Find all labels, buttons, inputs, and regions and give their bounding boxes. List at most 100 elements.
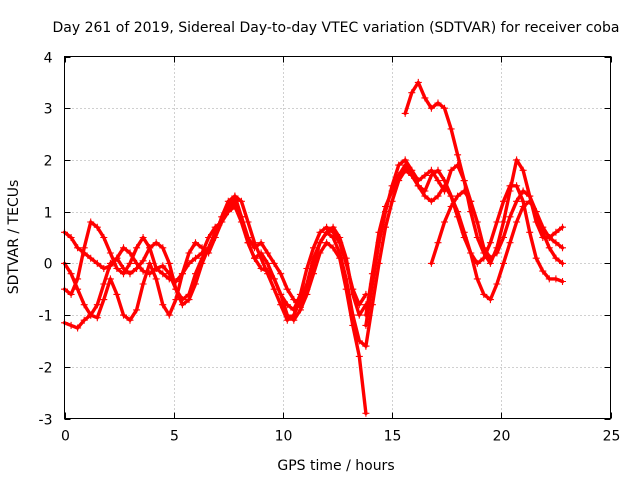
data-point	[283, 285, 291, 293]
data-point	[120, 311, 127, 319]
data-point	[519, 166, 527, 174]
data-point	[513, 197, 521, 205]
series-pass-9	[427, 187, 475, 267]
data-point	[427, 104, 435, 112]
data-point	[133, 306, 141, 314]
data-point	[159, 270, 167, 278]
data-point	[342, 285, 350, 293]
data-point	[375, 228, 383, 236]
data-point	[178, 270, 186, 278]
data-point	[500, 259, 507, 267]
data-point	[264, 270, 272, 278]
data-point	[185, 290, 193, 298]
data-point	[126, 259, 134, 267]
data-point	[270, 275, 278, 283]
data-point	[126, 316, 134, 324]
data-point	[421, 171, 429, 179]
data-point	[159, 301, 167, 309]
data-point	[427, 197, 435, 205]
data-point	[513, 156, 521, 164]
data-point	[316, 228, 324, 236]
data-point	[395, 161, 403, 169]
plot-frame	[64, 56, 611, 419]
data-point	[454, 208, 462, 216]
data-point	[473, 234, 481, 241]
data-point	[192, 239, 199, 247]
data-point	[93, 301, 101, 309]
data-point	[336, 254, 344, 262]
data-point	[427, 166, 435, 174]
y-axis-label: SDTVAR / TECUs	[6, 180, 22, 295]
data-point	[421, 94, 429, 102]
data-point	[480, 290, 488, 298]
data-point	[211, 234, 219, 241]
data-point	[513, 182, 521, 190]
data-point	[441, 182, 448, 190]
data-point	[244, 239, 252, 247]
data-point	[421, 192, 429, 200]
data-point	[519, 203, 527, 210]
data-point	[500, 218, 507, 226]
data-point	[100, 265, 108, 272]
data-point	[67, 321, 75, 329]
data-point	[559, 244, 566, 252]
data-point	[362, 311, 370, 319]
data-point	[329, 244, 337, 252]
data-point	[120, 244, 127, 252]
data-point	[486, 296, 494, 304]
data-point	[519, 187, 527, 195]
data-point	[441, 218, 448, 226]
data-point	[454, 192, 462, 200]
data-point	[74, 324, 82, 332]
data-point	[113, 254, 121, 262]
data-point	[296, 306, 304, 314]
data-point	[231, 192, 239, 200]
data-point	[283, 311, 291, 319]
data-point	[257, 265, 265, 272]
data-point	[408, 89, 416, 97]
data-point	[545, 234, 553, 241]
data-point	[414, 78, 422, 86]
data-point	[506, 213, 514, 221]
data-point	[526, 228, 534, 236]
data-point	[290, 316, 298, 324]
data-point	[106, 259, 114, 267]
data-point	[539, 234, 547, 241]
data-point	[454, 151, 462, 159]
data-point	[159, 262, 167, 270]
data-point	[139, 234, 147, 241]
data-point	[460, 187, 468, 195]
data-point	[290, 296, 298, 304]
data-point	[355, 352, 363, 360]
data-point	[74, 244, 82, 252]
data-point	[532, 254, 540, 262]
data-point	[559, 223, 566, 231]
data-point	[460, 177, 468, 185]
data-point	[100, 296, 108, 304]
data-point	[296, 296, 304, 304]
data-point	[237, 197, 245, 205]
data-point	[506, 239, 514, 247]
data-point	[316, 249, 324, 257]
data-point	[552, 228, 560, 236]
data-point	[362, 342, 370, 350]
data-point	[93, 314, 101, 322]
data-point	[257, 249, 265, 257]
data-point	[310, 244, 317, 252]
data-point	[139, 257, 147, 265]
data-point	[434, 239, 442, 247]
data-point	[480, 249, 488, 257]
data-point	[205, 234, 213, 241]
data-point	[395, 171, 403, 179]
y-tick-label: 0	[44, 257, 53, 273]
data-point	[434, 166, 442, 174]
data-point	[244, 218, 252, 226]
ticks: 0 5 10 15 20 25 -3 -2 -1 0 1 2 3 4	[39, 51, 621, 445]
data-point	[198, 254, 206, 262]
y-tick-label: -1	[39, 309, 53, 325]
data-point	[106, 249, 114, 257]
data-point	[106, 275, 114, 283]
data-traces	[61, 78, 566, 417]
data-point	[165, 259, 173, 267]
